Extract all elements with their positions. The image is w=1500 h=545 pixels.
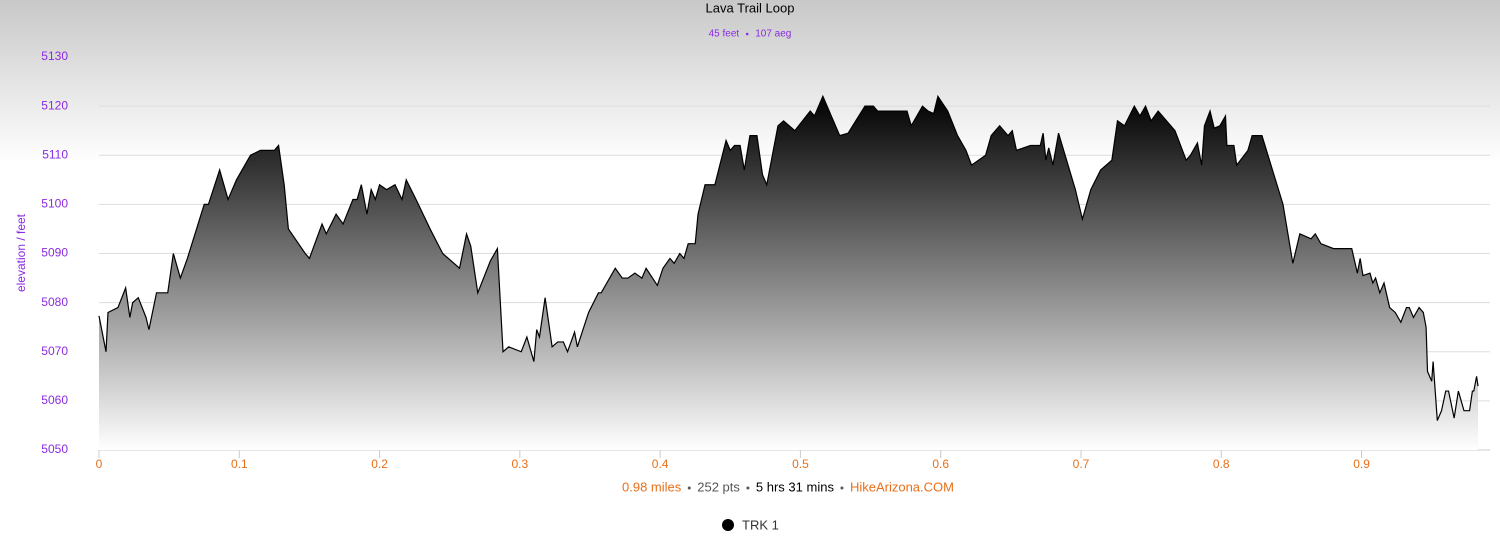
separator-dot xyxy=(746,486,750,490)
y-tick-label: 5100 xyxy=(41,197,68,211)
x-tick-label: 0.5 xyxy=(792,457,809,471)
legend-label: TRK 1 xyxy=(742,517,779,532)
caption-part: 252 pts xyxy=(697,479,740,494)
x-tick-label: 0.9 xyxy=(1353,457,1370,471)
y-axis-label: elevation / feet xyxy=(14,213,28,292)
y-tick-label: 5060 xyxy=(41,393,68,407)
y-tick-label: 5050 xyxy=(41,442,68,456)
y-tick-label: 5090 xyxy=(41,246,68,260)
y-tick-label: 5080 xyxy=(41,295,68,309)
y-tick-label: 5070 xyxy=(41,344,68,358)
separator-dot xyxy=(687,486,691,490)
legend-marker xyxy=(722,519,734,531)
separator-dot xyxy=(840,486,844,490)
y-tick-label: 5110 xyxy=(42,147,68,161)
caption-part: 107 aeg xyxy=(755,29,791,40)
x-tick-label: 0.1 xyxy=(231,457,248,471)
x-tick-label: 0.8 xyxy=(1213,457,1230,471)
line xyxy=(98,94,1479,421)
x-tick-label: 0.7 xyxy=(1073,457,1090,471)
chart-title: Lava Trail Loop xyxy=(706,0,795,15)
caption-part: 0.98 miles xyxy=(622,479,682,494)
caption-part: 45 feet xyxy=(709,29,740,40)
x-tick-label: 0 xyxy=(96,457,103,471)
caption-part: HikeArizona.COM xyxy=(850,479,954,494)
y-tick-label: 5130 xyxy=(41,49,68,63)
x-tick-label: 0.3 xyxy=(512,457,529,471)
area-fill xyxy=(99,96,1478,451)
separator-dot xyxy=(745,32,749,36)
y-tick-label: 5120 xyxy=(41,98,68,112)
x-tick-label: 0.2 xyxy=(371,457,388,471)
x-tick-label: 0.4 xyxy=(652,457,669,471)
caption-part: 5 hrs 31 mins xyxy=(756,479,835,494)
x-tick-label: 0.6 xyxy=(932,457,949,471)
